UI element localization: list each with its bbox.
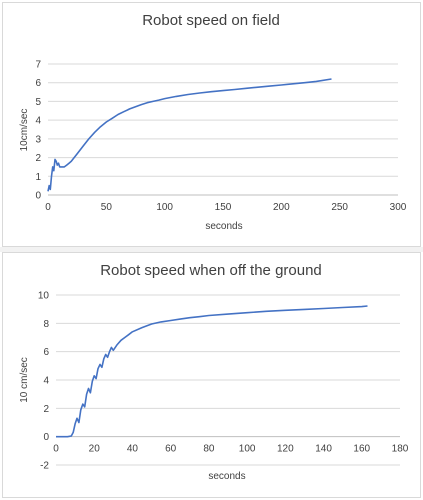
panel-divider xyxy=(0,247,423,252)
x-tick-label: 300 xyxy=(390,202,407,213)
chart-title: Robot speed on field xyxy=(142,12,280,29)
y-tick-label: 3 xyxy=(35,134,41,145)
chart-panel-1 xyxy=(2,2,421,247)
y-tick-label: 7 xyxy=(35,60,41,71)
x-tick-label: 50 xyxy=(101,202,113,213)
y-tick-label: 2 xyxy=(35,153,41,164)
x-tick-label: 250 xyxy=(331,202,348,213)
y-tick-label: 0 xyxy=(35,191,41,202)
y-tick-label: 6 xyxy=(35,78,41,89)
y-tick-label: 1 xyxy=(35,172,41,183)
y-tick-label: 4 xyxy=(35,116,41,127)
x-tick-label: 100 xyxy=(156,202,173,213)
y-tick-label: 5 xyxy=(35,97,41,108)
x-tick-label: 0 xyxy=(45,202,51,213)
x-tick-label: 200 xyxy=(273,202,290,213)
x-tick-label: 150 xyxy=(215,202,232,213)
x-axis-label: seconds xyxy=(205,221,242,232)
series-line xyxy=(47,78,332,192)
y-axis-label: 10cm/sec xyxy=(19,109,30,152)
